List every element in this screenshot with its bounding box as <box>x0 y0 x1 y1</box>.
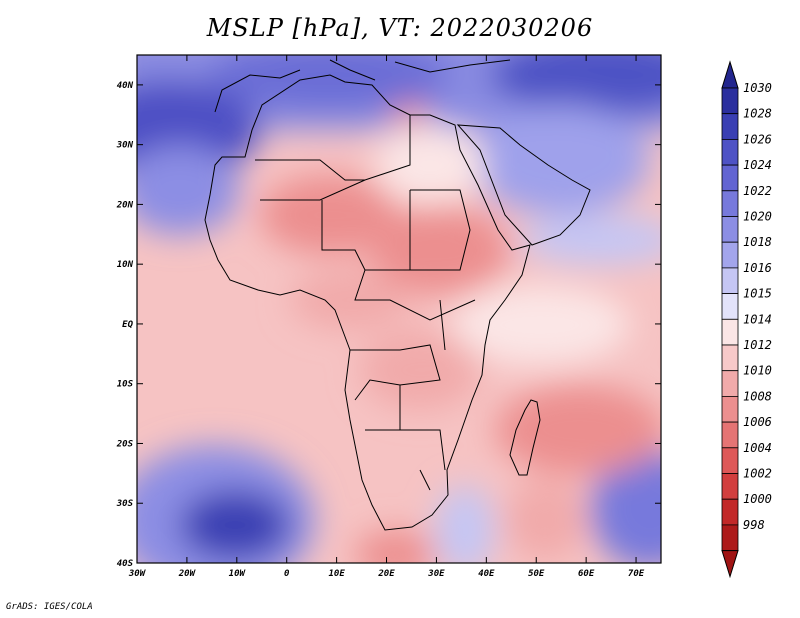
lon-tick-label: 70E <box>628 569 645 579</box>
colorbar-swatch <box>721 473 739 500</box>
colorbar-swatch <box>721 164 739 192</box>
lon-tick-label: 30E <box>427 569 445 579</box>
lon-tick-label: 60E <box>578 569 595 579</box>
colorbar-level-label: 1006 <box>743 415 772 429</box>
colorbar-level-label: 1024 <box>743 158 772 172</box>
colorbar-swatch <box>721 138 739 166</box>
colorbar-level-label: 1028 <box>743 107 772 121</box>
lon-tick-label: 10E <box>328 569 345 579</box>
lon-tick-label: 30W <box>128 569 147 579</box>
colorbar-swatch <box>721 524 739 552</box>
colorbar-bottom-arrow <box>721 550 739 579</box>
colorbar-level-label: 1008 <box>743 389 772 403</box>
lat-tick-label: 30N <box>116 141 134 151</box>
map-title: MSLP [hPa], VT: 2022030206 <box>206 14 594 42</box>
lon-tick-label: 0 <box>284 569 290 579</box>
lon-tick-label: 40E <box>478 569 495 579</box>
lat-tick-label: EQ <box>122 320 133 330</box>
pressure-field <box>137 55 661 563</box>
colorbar-level-label: 1010 <box>743 364 772 378</box>
map-axes: 30W 20W 10W 0 10E 20E 30E 40E 50E 60E 70E 40N 30N 20N… <box>116 55 661 579</box>
coastlines-and-borders <box>204 59 591 531</box>
colorbar-level-label: 1000 <box>743 492 772 506</box>
colorbar-level-label: 1022 <box>743 184 772 198</box>
lat-tick-label: 30S <box>116 499 134 509</box>
lon-tick-label: 50E <box>528 569 545 579</box>
colorbar-swatch <box>721 293 739 320</box>
colorbar-swatch <box>721 241 739 269</box>
colorbar-top-arrow <box>721 60 739 89</box>
lon-tick-label: 10W <box>229 569 247 579</box>
colorbar: 1030 1028 1026 1024 1022 1020 1018 1016 1015 1014… <box>721 60 772 579</box>
colorbar-swatch <box>721 216 739 243</box>
colorbar-level-label: 1020 <box>743 210 772 224</box>
colorbar-level-label: 1014 <box>743 312 772 326</box>
colorbar-swatch <box>721 421 739 449</box>
plot-frame <box>136 54 662 564</box>
colorbar-level-label: 1026 <box>743 132 772 146</box>
colorbar-swatch <box>721 190 739 217</box>
lat-tick-label: 40N <box>117 81 134 91</box>
colorbar-swatch <box>721 498 739 526</box>
colorbar-swatch <box>721 395 739 423</box>
colorbar-swatch <box>721 344 739 372</box>
colorbar-level-label: 998 <box>743 518 765 532</box>
colorbar-level-label: 1030 <box>743 81 772 95</box>
lat-tick-label: 10S <box>117 380 134 390</box>
colorbar-swatch <box>721 318 739 346</box>
lon-tick-label: 20W <box>178 569 197 579</box>
colorbar-level-label: 1015 <box>743 287 772 301</box>
lat-tick-label: 20S <box>116 439 134 449</box>
colorbar-level-label: 1012 <box>743 338 772 352</box>
colorbar-level-label: 1004 <box>743 441 772 455</box>
colorbar-swatch <box>721 87 739 115</box>
colorbar-swatch <box>721 113 739 140</box>
colorbar-level-label: 1016 <box>743 261 772 275</box>
lat-tick-label: 20N <box>116 200 134 210</box>
lat-tick-label: 10N <box>117 260 134 270</box>
colorbar-swatch <box>721 267 739 294</box>
colorbar-level-label: 1018 <box>743 235 772 249</box>
colorbar-level-label: 1002 <box>743 467 772 481</box>
lat-tick-label: 40S <box>117 559 134 569</box>
grads-credit: GrADS: IGES/COLA <box>6 602 93 612</box>
lon-tick-label: 20E <box>377 569 395 579</box>
colorbar-swatch <box>721 447 739 474</box>
colorbar-swatch <box>721 370 739 397</box>
